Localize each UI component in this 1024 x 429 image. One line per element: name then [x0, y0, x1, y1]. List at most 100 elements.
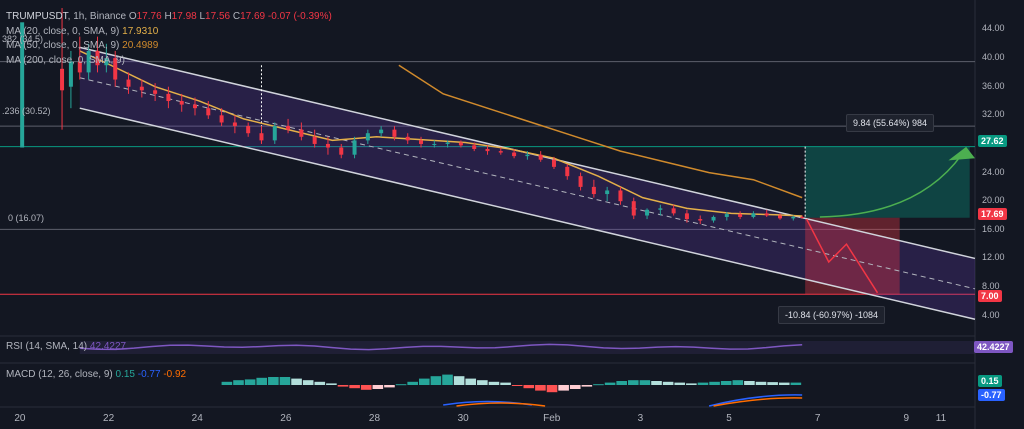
price-tick-label: 32.00: [982, 109, 1005, 120]
price-tick-label: 8.00: [982, 281, 1000, 292]
exchange-label: Binance: [89, 11, 127, 22]
price-tick-label: 12.00: [982, 252, 1005, 263]
macd-hist-bar: [732, 380, 744, 385]
macd-hist-bar: [767, 382, 778, 385]
price-tick-label: 44.00: [982, 23, 1005, 34]
current-price-tag: 17.69: [978, 208, 1007, 220]
macd-hist-bar: [360, 385, 372, 390]
time-tick-label: 24: [191, 413, 203, 424]
candle-body: [472, 145, 477, 149]
macd-hist-bar: [651, 381, 662, 385]
macd-line-2: [708, 394, 803, 407]
open-value: 17.76: [136, 11, 162, 22]
macd-hist-bar: [349, 385, 360, 389]
macd-hist-bar: [593, 384, 604, 386]
candle-body: [498, 151, 503, 153]
macd-hist-bar: [279, 377, 291, 385]
macd-hist-bar: [535, 385, 546, 391]
candle-body: [325, 143, 330, 148]
price-tick-label: 16.00: [982, 223, 1005, 234]
macd-line-value: -0.77: [137, 369, 161, 380]
target-high-tag: 27.62: [978, 135, 1007, 147]
ma20-legend[interactable]: MA (20, close, 0, SMA, 9) 17.9310: [6, 26, 158, 38]
candle-body: [232, 122, 237, 127]
high-value: 17.98: [171, 11, 197, 22]
candle-body: [299, 129, 304, 137]
candle-body: [68, 61, 73, 87]
symbol-header: TRUMPUSDT, 1h, Binance O17.76 H17.98 L17…: [6, 11, 332, 22]
candle-body: [485, 148, 490, 152]
macd-signal-line-2: [713, 397, 803, 407]
candle-body: [193, 104, 197, 109]
ma20-value: 17.9310: [122, 26, 159, 37]
symbol-name[interactable]: TRUMPUSDT: [6, 11, 68, 22]
rsi-band: [79, 341, 976, 354]
candle-body: [272, 126, 277, 141]
candle-body: [166, 93, 171, 102]
candle-body: [77, 61, 82, 73]
macd-signal-value: -0.92: [163, 369, 187, 380]
macd-hist-bar: [627, 380, 639, 385]
interval-label[interactable]: 1h: [73, 11, 85, 22]
low-label: L: [199, 11, 206, 22]
time-tick-label: 22: [103, 413, 115, 424]
macd-hist-bar: [790, 382, 802, 385]
short-projection-arrow: [805, 218, 879, 294]
ma-line-ma50: [398, 64, 803, 199]
price-tick-label: 24.00: [982, 166, 1005, 177]
time-tick-label: 5: [726, 413, 732, 424]
macd-hist-bar: [662, 381, 674, 385]
macd-hist-bar: [778, 382, 790, 385]
short-position-box[interactable]: -10.84 (-60.97%) -1084: [778, 306, 886, 324]
rsi-tag: 42.4227: [974, 341, 1013, 353]
macd-hist-bar: [604, 382, 616, 385]
macd-hist-bar: [500, 382, 511, 385]
macd-hist-bar: [395, 384, 407, 386]
macd-hist-bar: [488, 381, 500, 385]
macd-hist-bar: [744, 381, 755, 385]
candle-body: [578, 176, 583, 187]
time-tick-label: Feb: [543, 413, 561, 424]
time-tick-label: 7: [814, 413, 821, 424]
candle-body: [800, 216, 805, 218]
long-position-box[interactable]: 9.84 (55.64%) 984: [846, 114, 935, 132]
candle-body: [219, 115, 224, 123]
candle-body: [645, 209, 650, 216]
macd-legend[interactable]: MACD (12, 26, close, 9) 0.15 -0.77 -0.92: [6, 369, 186, 381]
macd-hist-bar: [465, 378, 477, 385]
candle-body: [104, 58, 109, 66]
macd-hist-bar: [477, 380, 488, 385]
ma200-legend[interactable]: MA (200, close, 0, SMA, 9): [6, 55, 125, 67]
macd-hist-bar: [372, 385, 384, 389]
candle-body: [312, 136, 317, 144]
ma50-legend[interactable]: MA (50, close, 0, SMA, 9) 20.4989: [6, 40, 158, 52]
price-tick-label: 40.00: [982, 52, 1005, 63]
time-tick-label: 9: [903, 413, 910, 424]
candle-body: [778, 215, 782, 219]
candle-body: [419, 140, 424, 144]
candle-body: [405, 136, 410, 141]
candle-body: [551, 159, 556, 167]
macd-hist-bar: [442, 374, 453, 385]
candle-body: [538, 154, 543, 160]
candle-body: [631, 201, 636, 216]
rsi-legend[interactable]: RSI (14, SMA, 14) 42.4227: [6, 341, 126, 353]
close-value: 17.69: [240, 11, 266, 22]
candle-body: [458, 142, 463, 146]
price-tick-label: 4.00: [982, 309, 1000, 320]
candle-body: [791, 216, 796, 219]
ma200-label: MA (200, close, 0, SMA, 9): [6, 55, 125, 66]
candle-body: [432, 143, 437, 145]
price-tick-label: 20.00: [982, 195, 1005, 206]
candle-body: [60, 68, 65, 91]
candle-body: [286, 126, 291, 130]
time-tick-label: 28: [368, 413, 381, 424]
time-tick-label: 11: [935, 413, 947, 424]
candle-body: [605, 190, 610, 195]
candle-body: [724, 214, 729, 217]
macd-hist-bar: [302, 380, 314, 385]
high-label: H: [164, 11, 172, 22]
long-arrowhead: [948, 146, 975, 161]
